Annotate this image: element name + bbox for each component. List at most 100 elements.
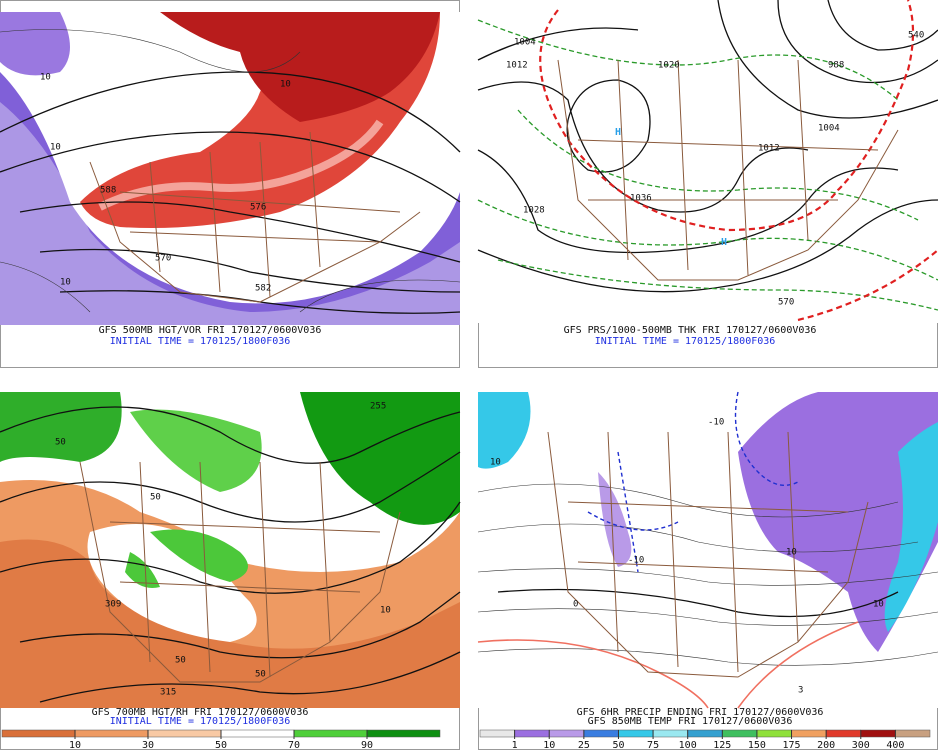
colorbar-segment xyxy=(583,729,619,738)
rh-fill xyxy=(130,409,262,492)
precip-fill xyxy=(598,472,632,567)
precip-fill xyxy=(884,422,938,632)
colorbar-label: 150 xyxy=(748,740,766,750)
map-label: 1028 xyxy=(523,206,545,216)
map-label: 570 xyxy=(155,254,171,264)
map-label: 582 xyxy=(255,284,271,294)
temperature-zero xyxy=(497,588,899,618)
border xyxy=(557,59,899,281)
caption: GFS 850MB TEMP FRI 170127/0600V036 xyxy=(588,716,793,727)
colorbar-segment xyxy=(791,729,827,738)
caption: INITIAL TIME = 170125/1800F036 xyxy=(110,336,291,347)
colorbar-label: 50 xyxy=(612,740,624,750)
colorbar-label: 50 xyxy=(215,740,227,750)
colorbar-segment xyxy=(860,729,896,738)
map-label: -10 xyxy=(708,418,724,428)
colorbar-segment xyxy=(74,729,149,738)
colorbar-segment xyxy=(147,729,222,738)
thickness-contour xyxy=(477,19,938,311)
map-label: 1004 xyxy=(818,124,840,134)
map-precip: 10 -10 10 10 0 3 -10 xyxy=(477,391,938,709)
map-label: -10 xyxy=(628,556,644,566)
colorbar: 1 10 25 50 75 100 125 150 175 200 300 400 xyxy=(479,729,931,750)
colorbar-label: 10 xyxy=(69,740,81,750)
height-contour xyxy=(19,591,461,659)
temperature-contour xyxy=(587,391,799,573)
height-contour xyxy=(0,501,461,594)
map-label: 255 xyxy=(370,402,386,412)
map-label: 10 xyxy=(50,143,61,153)
colorbar-label: 400 xyxy=(886,740,904,750)
map-label: 50 xyxy=(175,656,186,666)
colorbar-segment xyxy=(722,729,758,738)
pressure-contour xyxy=(477,149,899,254)
temperature-contour xyxy=(477,483,938,666)
high-marker: H xyxy=(615,127,621,138)
map-label: 309 xyxy=(105,600,121,610)
map-label: 10 xyxy=(380,606,391,616)
temperature-contour xyxy=(477,621,859,709)
map-label: 10 xyxy=(60,278,71,288)
pressure-contour xyxy=(566,79,651,173)
border xyxy=(79,461,401,683)
colorbar-segment xyxy=(548,729,585,738)
colorbar-segment xyxy=(366,729,441,738)
vorticity-fill xyxy=(98,119,384,211)
colorbar-label: 100 xyxy=(679,740,697,750)
colorbar-segment xyxy=(1,729,76,738)
map-label: 570 xyxy=(778,298,794,308)
vorticity-contour xyxy=(0,29,461,313)
caption: GFS 6HR PRECIP ENDING FRI 170127/0600V03… xyxy=(577,707,824,718)
map-label: 1012 xyxy=(758,144,780,154)
map-label: 3 xyxy=(798,686,803,696)
map-background xyxy=(478,0,938,323)
map-label: 315 xyxy=(160,688,176,698)
map-label: 1012 xyxy=(506,61,528,71)
colorbar-segment xyxy=(756,729,792,738)
height-contour xyxy=(39,651,461,703)
border xyxy=(89,131,421,303)
height-contour xyxy=(39,248,461,293)
colorbar-segment xyxy=(293,729,368,738)
map-label: 10 xyxy=(873,600,884,610)
map-label: 588 xyxy=(100,186,116,196)
rh-fill xyxy=(125,529,248,588)
map-label: 540 xyxy=(908,31,924,41)
map-label: 988 xyxy=(828,61,844,71)
rh-fill xyxy=(0,539,460,708)
precip-fill xyxy=(478,392,531,469)
map-label: 10 xyxy=(40,73,51,83)
map-label: 10 xyxy=(786,548,797,558)
colorbar-label: 75 xyxy=(647,740,659,750)
colorbar-segment xyxy=(652,729,688,738)
vorticity-fill xyxy=(0,12,70,76)
caption: GFS 700MB HGT/RH FRI 170127/0600V036 xyxy=(92,707,309,718)
map-500mb: 10 10 588 576 570 582 10 10 xyxy=(0,12,461,325)
height-contour xyxy=(19,201,461,263)
map-label: 50 xyxy=(150,493,161,503)
map-label: 1020 xyxy=(658,61,680,71)
colorbar-label: 10 xyxy=(543,740,555,750)
border xyxy=(547,431,869,678)
colorbar-label: 175 xyxy=(783,740,801,750)
map-label: 10 xyxy=(490,458,501,468)
map-label: 576 xyxy=(250,203,266,213)
pressure-contour xyxy=(477,199,938,293)
caption: INITIAL TIME = 170125/1800F036 xyxy=(595,336,776,347)
high-marker: H xyxy=(721,237,727,248)
map-700mb: 50 50 255 309 315 50 10 50 xyxy=(0,392,461,708)
pressure-contour xyxy=(717,0,938,119)
colorbar-label: 300 xyxy=(852,740,870,750)
colorbar-label: 25 xyxy=(578,740,590,750)
vorticity-fill xyxy=(0,102,460,325)
colorbar-label: 200 xyxy=(817,740,835,750)
colorbar-segment xyxy=(895,729,931,738)
map-thickness: 1004 1012 1020 988 H H 1036 1028 1012 10… xyxy=(477,0,938,323)
colorbar-label: 90 xyxy=(361,740,373,750)
height-contour xyxy=(0,131,461,203)
colorbar: 10 30 50 70 90 xyxy=(1,729,441,750)
colorbar-label: 125 xyxy=(713,740,731,750)
caption: GFS 500MB HGT/VOR FRI 170127/0600V036 xyxy=(99,325,322,336)
colorbar-label: 1 xyxy=(512,740,518,750)
map-label: 50 xyxy=(255,670,266,680)
